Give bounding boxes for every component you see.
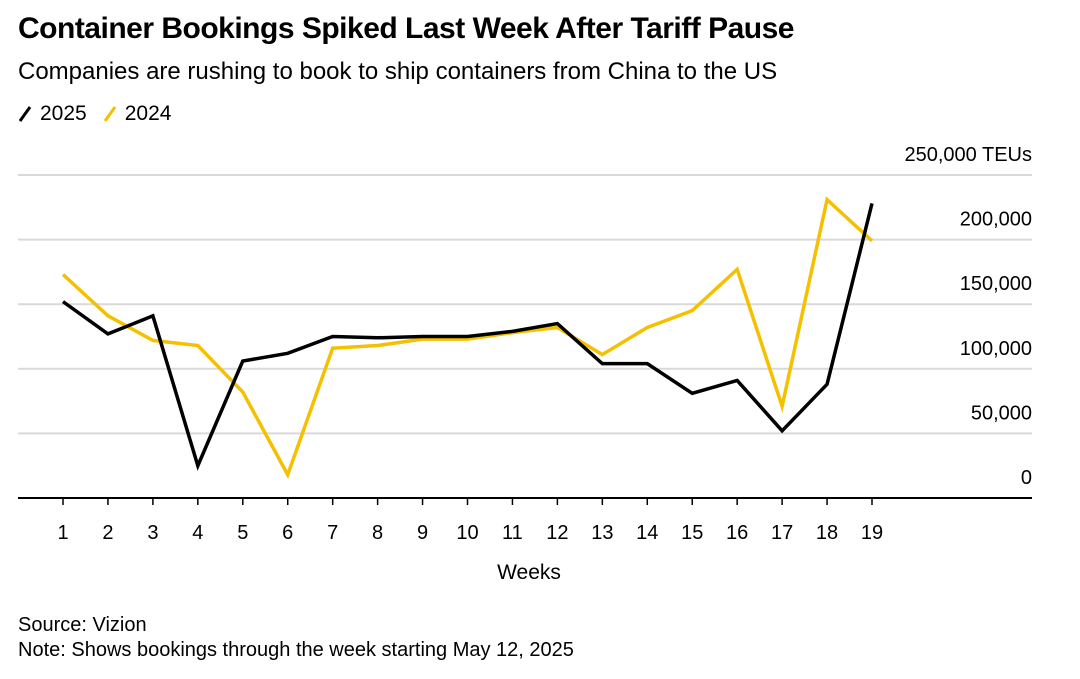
source-text: Source: Vizion: [18, 614, 147, 636]
y-tick-label: 150,000: [960, 273, 1032, 295]
x-tick-label: 3: [147, 522, 158, 544]
chart-title: Container Bookings Spiked Last Week Afte…: [18, 12, 794, 45]
x-tick-label: 5: [237, 522, 248, 544]
series-line-2025: [61, 203, 874, 471]
y-tick-label: 200,000: [960, 209, 1032, 231]
x-tick-label: 14: [636, 522, 658, 544]
x-tick-label: 10: [456, 522, 478, 544]
legend-swatch-2024: [103, 106, 116, 122]
chart-subtitle: Companies are rushing to book to ship co…: [18, 58, 778, 85]
y-tick-label: 250,000 TEUs: [905, 144, 1033, 166]
series-line-2024: [61, 196, 874, 480]
x-tick-label: 18: [816, 522, 838, 544]
x-tick-label: 19: [861, 522, 883, 544]
plot-area: 0 50,000 100,000 150,000 200,000 250,000 TEUs…: [18, 144, 1033, 584]
y-tick-label: 0: [1021, 467, 1032, 489]
x-tick-label: 15: [681, 522, 703, 544]
legend: 2025 2024: [18, 102, 171, 126]
x-axis-label: Weeks: [497, 561, 561, 584]
legend-label-2025: 2025: [40, 102, 87, 125]
x-tick-label: 1: [57, 522, 68, 544]
x-tick-label: 2: [102, 522, 113, 544]
x-tick-label: 13: [591, 522, 613, 544]
y-tick-label: 100,000: [960, 338, 1032, 360]
legend-item-2025: 2025: [18, 102, 87, 126]
legend-swatch-2025: [18, 106, 32, 122]
legend-label-2024: 2024: [124, 102, 172, 125]
x-tick-label: 8: [372, 522, 383, 544]
x-tick-label: 4: [192, 522, 203, 544]
x-tick-label: 6: [282, 522, 293, 544]
x-tick-label: 16: [726, 522, 748, 544]
x-tick-label: 9: [417, 522, 428, 544]
x-tick-label: 11: [502, 522, 523, 544]
x-tick-label: 12: [546, 522, 568, 544]
y-tick-label: 50,000: [971, 402, 1032, 424]
note-text: Note: Shows bookings through the week st…: [18, 639, 574, 661]
x-tick-label: 17: [771, 522, 793, 544]
legend-item-2024: 2024: [103, 102, 172, 126]
x-tick-label: 7: [327, 522, 338, 544]
